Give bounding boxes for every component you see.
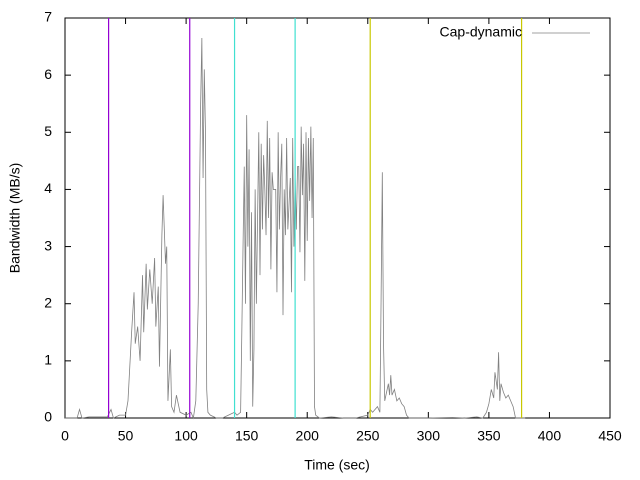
y-tick-label: 2	[44, 294, 52, 310]
legend-label: Cap-dynamic	[440, 24, 522, 40]
y-tick-label: 7	[44, 9, 52, 25]
x-tick-label: 300	[417, 428, 441, 444]
x-tick-label: 350	[477, 428, 501, 444]
x-tick-label: 250	[356, 428, 380, 444]
x-tick-label: 450	[598, 428, 622, 444]
data-line	[65, 37, 526, 420]
x-axis-label: Time (sec)	[304, 457, 370, 473]
y-tick-label: 6	[44, 66, 52, 82]
y-tick-label: 4	[44, 180, 52, 196]
y-tick-label: 5	[44, 123, 52, 139]
y-tick-label: 0	[44, 409, 52, 425]
x-tick-label: 400	[538, 428, 562, 444]
x-tick-label: 0	[61, 428, 69, 444]
x-tick-label: 50	[118, 428, 134, 444]
plot-border	[64, 17, 611, 419]
y-tick-label: 1	[44, 352, 52, 368]
x-tick-label: 150	[235, 428, 259, 444]
x-tick-label: 100	[174, 428, 198, 444]
y-axis-label: Bandwidth (MB/s)	[7, 163, 23, 273]
y-tick-label: 3	[44, 237, 52, 253]
x-tick-label: 200	[296, 428, 320, 444]
